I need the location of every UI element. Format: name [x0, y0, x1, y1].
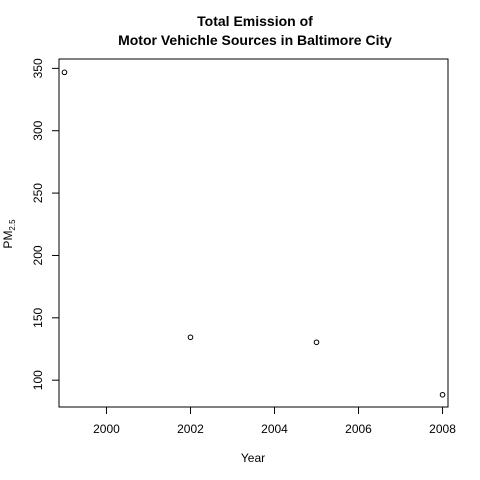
chart-title-line-1: Total Emission of [197, 13, 313, 29]
x-axis: 2000 2002 2004 2006 2008 [93, 407, 456, 436]
y-axis-label: PM2.5 [1, 219, 17, 249]
y-tick-label: 100 [31, 370, 45, 390]
x-tick-label: 2006 [345, 422, 372, 436]
plot-frame [58, 58, 449, 408]
y-tick-label: 350 [31, 58, 45, 78]
x-axis-label: Year [241, 451, 265, 465]
data-point [313, 339, 320, 346]
y-tick-label: 200 [31, 245, 45, 265]
y-tick-label: 250 [31, 183, 45, 203]
y-axis: 100 150 200 250 300 350 [31, 58, 59, 390]
y-axis-label-main: PM [1, 231, 15, 249]
data-point [439, 391, 446, 398]
y-axis-label-subscript: 2.5 [8, 219, 17, 231]
y-tick-label: 150 [31, 307, 45, 327]
data-point [187, 334, 194, 341]
chart-title-line-2: Motor Vehichle Sources in Baltimore City [118, 32, 392, 48]
y-tick-label: 300 [31, 120, 45, 140]
x-tick-label: 2000 [93, 422, 120, 436]
x-tick-label: 2002 [177, 422, 204, 436]
data-point [61, 69, 68, 76]
data-points [61, 69, 446, 398]
x-tick-label: 2008 [429, 422, 456, 436]
x-tick-label: 2004 [261, 422, 288, 436]
